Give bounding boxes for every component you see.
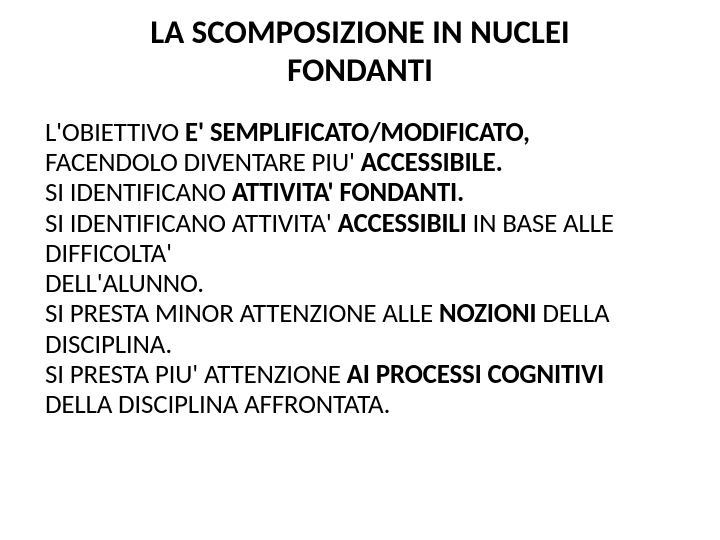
body-line-4: SI IDENTIFICANO ATTIVITA' ACCESSIBILI IN… <box>45 209 675 269</box>
text-span: FACENDOLO DIVENTARE PIU' <box>45 146 361 179</box>
text-span: DELL'ALUNNO. <box>45 267 204 300</box>
text-span: SI PRESTA PIU' ATTENZIONE <box>45 358 347 391</box>
slide-body: L'OBIETTIVO E' SEMPLIFICATO/MODIFICATO, … <box>45 118 675 420</box>
body-line-3: SI IDENTIFICANO ATTIVITA' FONDANTI. <box>45 178 675 208</box>
text-span: SI PRESTA MINOR ATTENZIONE ALLE <box>45 297 439 330</box>
text-span-bold: ATTIVITA' FONDANTI. <box>232 176 464 209</box>
body-line-7: SI PRESTA PIU' ATTENZIONE AI PROCESSI CO… <box>45 360 675 420</box>
body-line-6: SI PRESTA MINOR ATTENZIONE ALLE NOZIONI … <box>45 299 675 359</box>
text-span: DELLA DISCIPLINA AFFRONTATA. <box>45 388 390 421</box>
text-span: L'OBIETTIVO <box>45 116 185 149</box>
text-span-bold: ACCESSIBILE. <box>361 146 503 179</box>
text-span: SI IDENTIFICANO <box>45 176 232 209</box>
slide: LA SCOMPOSIZIONE IN NUCLEI FONDANTI L'OB… <box>0 0 720 540</box>
text-span-bold: AI PROCESSI COGNITIVI <box>347 358 604 391</box>
text-span-bold: ACCESSIBILI <box>338 207 473 240</box>
body-line-2: FACENDOLO DIVENTARE PIU' ACCESSIBILE. <box>45 148 675 178</box>
text-span-bold: NOZIONI <box>439 297 542 330</box>
text-span-bold: E' SEMPLIFICATO/MODIFICATO, <box>185 116 530 149</box>
body-line-1: L'OBIETTIVO E' SEMPLIFICATO/MODIFICATO, <box>45 118 675 148</box>
body-line-5: DELL'ALUNNO. <box>45 269 675 299</box>
slide-title: LA SCOMPOSIZIONE IN NUCLEI FONDANTI <box>45 14 675 90</box>
text-span: SI IDENTIFICANO ATTIVITA' <box>45 207 338 240</box>
